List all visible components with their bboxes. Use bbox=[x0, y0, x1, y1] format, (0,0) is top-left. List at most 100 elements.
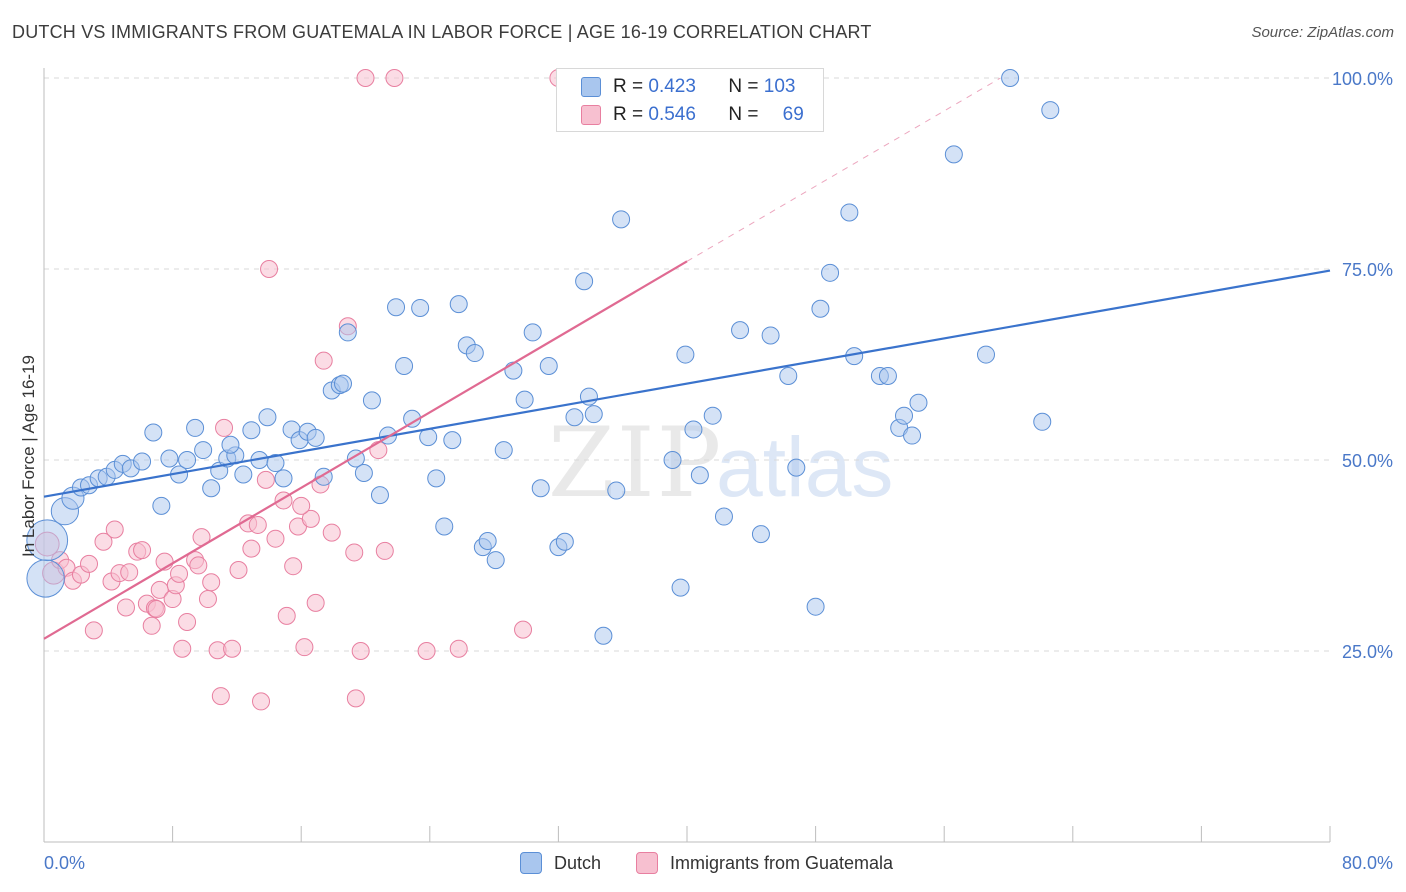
guatemala-point bbox=[170, 564, 189, 583]
y-tick-label-25: 25.0% bbox=[1342, 642, 1393, 662]
legend-row-dutch: R = 0.423 N = 103 bbox=[581, 73, 795, 101]
dutch-point bbox=[449, 295, 468, 314]
guatemala-point bbox=[173, 639, 192, 658]
legend-item-guatemala[interactable]: Immigrants from Guatemala bbox=[636, 852, 893, 874]
guatemala-point bbox=[133, 541, 152, 560]
dutch-point bbox=[703, 406, 722, 425]
dutch-point bbox=[443, 431, 462, 450]
legend-label-guatemala: Immigrants from Guatemala bbox=[670, 852, 894, 873]
legend-item-dutch[interactable]: Dutch bbox=[520, 852, 601, 874]
dutch-point bbox=[152, 496, 171, 515]
dutch-point bbox=[411, 298, 430, 317]
dutch-point bbox=[133, 452, 152, 471]
guatemala-point bbox=[417, 642, 436, 660]
dutch-point bbox=[821, 263, 840, 282]
y-tick-label-50: 50.0% bbox=[1342, 451, 1393, 471]
axes bbox=[43, 68, 1331, 843]
dutch-point bbox=[354, 463, 373, 482]
dutch-point bbox=[607, 481, 626, 500]
guatemala-point bbox=[351, 642, 370, 660]
dutch-point bbox=[144, 423, 163, 442]
dutch-point bbox=[565, 408, 584, 427]
dutch-point bbox=[976, 345, 995, 364]
guatemala-point bbox=[346, 689, 365, 708]
guatemala-point bbox=[322, 523, 341, 542]
dutch-point bbox=[751, 525, 770, 544]
x-tick-label-min: 0.0% bbox=[44, 853, 85, 873]
dutch-point bbox=[362, 391, 381, 410]
guatemala-point bbox=[120, 563, 139, 582]
guatemala-point bbox=[292, 496, 311, 515]
legend-label-dutch: Dutch bbox=[554, 852, 602, 873]
dutch-point bbox=[338, 323, 357, 342]
dutch-point bbox=[840, 203, 859, 222]
guatemala-point bbox=[94, 532, 113, 551]
dutch-point bbox=[1001, 69, 1020, 87]
dutch-point bbox=[266, 454, 285, 473]
dutch-point bbox=[465, 344, 484, 363]
legend-r-label: R = bbox=[613, 76, 644, 97]
x-tick-label-max: 80.0% bbox=[1342, 853, 1393, 873]
guatemala-point bbox=[277, 606, 296, 625]
legend-swatch-dutch bbox=[520, 852, 542, 874]
watermark: ZIP atlas bbox=[548, 407, 893, 519]
legend-n-value-guatemala: 69 bbox=[782, 104, 804, 125]
y-axis-title: In Labor Force | Age 16-19 bbox=[19, 355, 38, 557]
guatemala-point bbox=[84, 621, 103, 640]
dutch-point bbox=[731, 321, 750, 340]
legend-swatch-guatemala bbox=[636, 852, 658, 874]
dutch-point bbox=[779, 366, 798, 385]
legend-row-guatemala: R = 0.546 N = 69 bbox=[581, 101, 804, 129]
dutch-point bbox=[671, 578, 690, 597]
series-legend: Dutch Immigrants from Guatemala bbox=[0, 852, 1406, 878]
dutch-point bbox=[395, 357, 414, 376]
dutch-point bbox=[194, 441, 213, 460]
dutch-point bbox=[903, 426, 922, 445]
guatemala-point bbox=[375, 541, 394, 560]
correlation-legend: R = 0.423 N = 103 R = 0.546 N = 69 bbox=[556, 68, 824, 132]
guatemala-point bbox=[215, 418, 234, 437]
source-credit: Source: ZipAtlas.com bbox=[1251, 24, 1394, 41]
dutch-point bbox=[478, 531, 497, 550]
dutch-point bbox=[435, 517, 454, 536]
y-tick-label-100: 100.0% bbox=[1332, 69, 1393, 89]
guatemala-trend-extension bbox=[686, 77, 1001, 262]
dutch-point bbox=[160, 449, 179, 468]
guatemala-point bbox=[229, 561, 248, 580]
dutch-point bbox=[663, 451, 682, 469]
dutch-point bbox=[186, 418, 205, 437]
guatemala-point bbox=[345, 543, 364, 562]
legend-n-value-dutch: 103 bbox=[763, 76, 796, 97]
dutch-point bbox=[523, 323, 542, 342]
legend-r-value-dutch: 0.423 bbox=[648, 76, 696, 97]
dutch-point bbox=[234, 465, 253, 484]
guatemala-trend-line bbox=[43, 260, 688, 640]
guatemala-point bbox=[385, 69, 404, 87]
guatemala-point bbox=[116, 598, 135, 617]
tick-labels: 25.0% 50.0% 75.0% 100.0% 0.0% 80.0% bbox=[44, 69, 1393, 873]
dutch-point bbox=[202, 479, 221, 498]
dutch-point bbox=[494, 441, 513, 460]
guatemala-point bbox=[284, 557, 303, 576]
dutch-point bbox=[504, 361, 523, 380]
guatemala-point bbox=[80, 554, 99, 573]
guatemala-point bbox=[202, 573, 221, 592]
dutch-point bbox=[258, 408, 277, 427]
dutch-point bbox=[242, 421, 261, 440]
dutch-point bbox=[26, 559, 65, 598]
legend-n-label: N = bbox=[728, 104, 759, 125]
dutch-point bbox=[387, 298, 406, 317]
guatemala-point bbox=[147, 599, 166, 618]
dutch-point bbox=[370, 486, 389, 505]
dutch-point bbox=[515, 390, 534, 409]
dutch-trend-line bbox=[43, 269, 1331, 498]
dutch-point bbox=[1041, 101, 1060, 120]
dutch-point bbox=[714, 507, 733, 526]
dutch-point bbox=[1033, 412, 1052, 431]
dutch-point bbox=[274, 469, 293, 488]
guatemala-point bbox=[248, 515, 267, 534]
dutch-point bbox=[895, 406, 914, 425]
dutch-point bbox=[26, 519, 69, 562]
dutch-points bbox=[26, 69, 1060, 645]
guatemala-point bbox=[514, 620, 533, 639]
